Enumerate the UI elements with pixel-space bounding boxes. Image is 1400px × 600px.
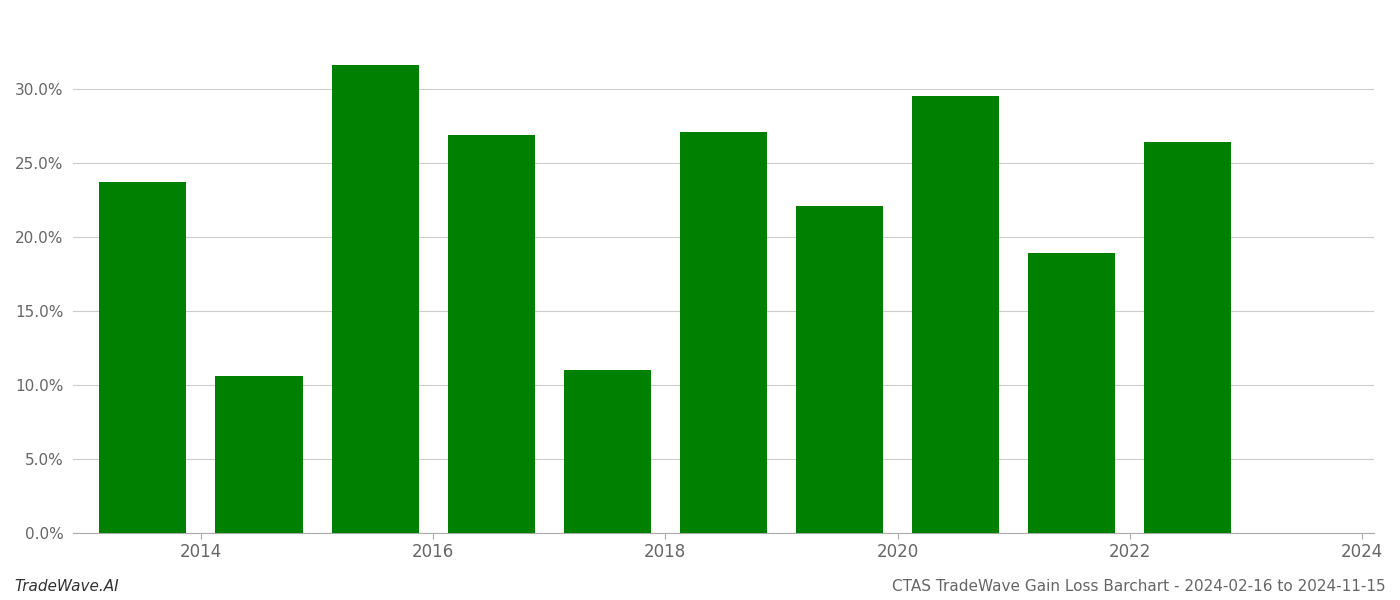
- Bar: [911, 97, 1000, 533]
- Bar: [216, 376, 302, 533]
- Text: TradeWave.AI: TradeWave.AI: [14, 579, 119, 594]
- Bar: [797, 206, 883, 533]
- Bar: [99, 182, 186, 533]
- Bar: [332, 65, 419, 533]
- Bar: [680, 132, 767, 533]
- Bar: [448, 135, 535, 533]
- Bar: [564, 370, 651, 533]
- Text: CTAS TradeWave Gain Loss Barchart - 2024-02-16 to 2024-11-15: CTAS TradeWave Gain Loss Barchart - 2024…: [892, 579, 1386, 594]
- Bar: [1144, 142, 1232, 533]
- Bar: [1028, 253, 1116, 533]
